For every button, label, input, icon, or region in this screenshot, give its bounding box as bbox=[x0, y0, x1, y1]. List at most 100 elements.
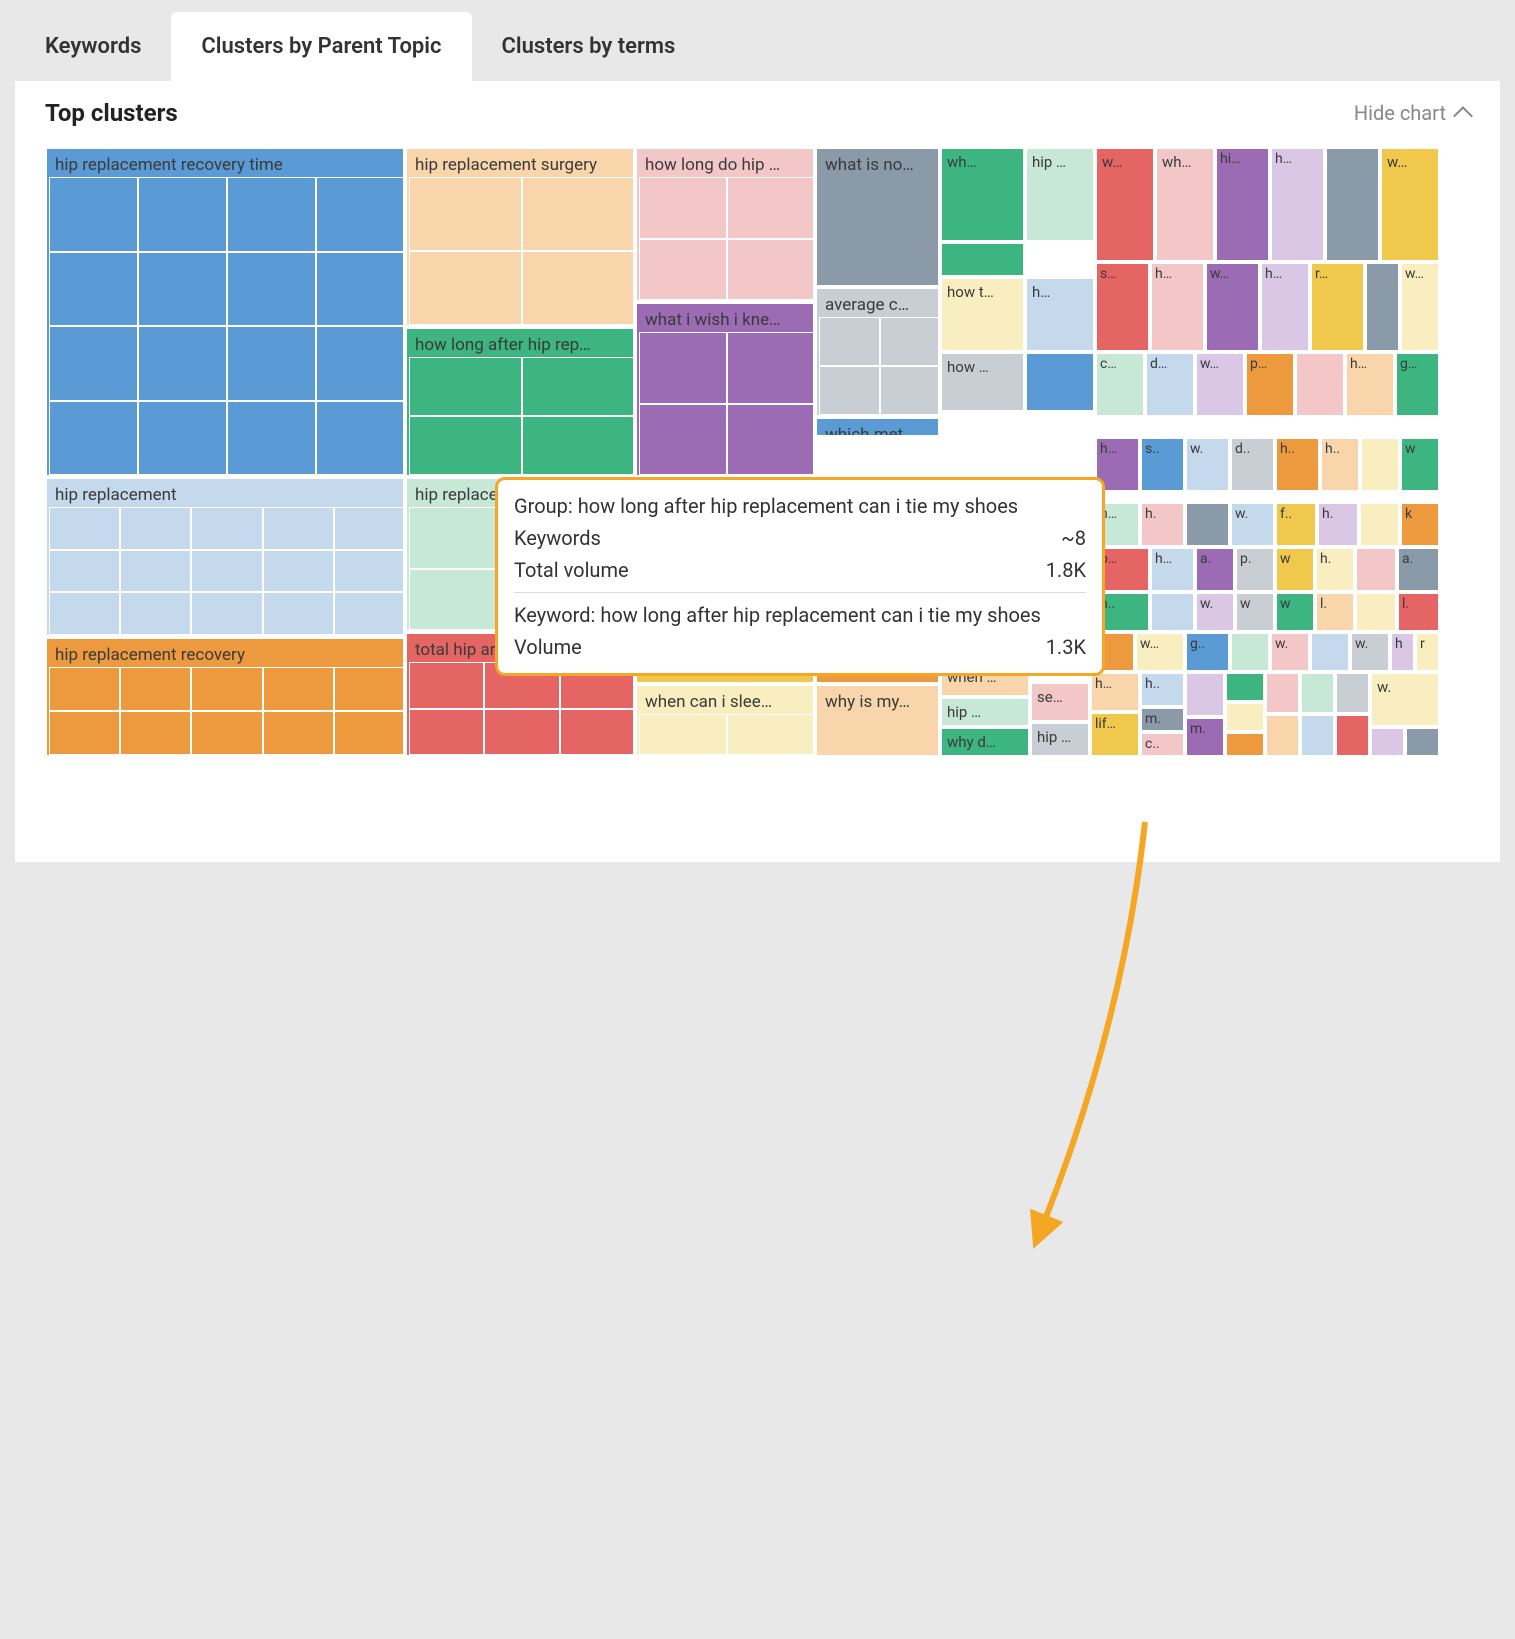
treemap-subcell[interactable] bbox=[263, 667, 334, 711]
treemap-cell[interactable] bbox=[1355, 547, 1397, 592]
treemap-cell[interactable]: how long after hip rep… bbox=[405, 327, 635, 477]
treemap-cell[interactable]: w… bbox=[1205, 262, 1260, 352]
treemap-cell[interactable]: w… bbox=[1135, 632, 1185, 672]
treemap-cell[interactable]: w… bbox=[1400, 262, 1440, 352]
treemap-cell[interactable]: f.. bbox=[1275, 502, 1317, 547]
treemap-subcell[interactable] bbox=[263, 711, 334, 755]
treemap-subcell[interactable] bbox=[409, 416, 522, 475]
treemap-cell[interactable] bbox=[940, 242, 1025, 277]
treemap-cell[interactable]: hip replacement surgery bbox=[405, 147, 635, 327]
treemap-cell[interactable]: h… bbox=[1090, 672, 1140, 712]
treemap-cell[interactable]: c.. bbox=[1140, 732, 1185, 757]
treemap-cell[interactable]: w. bbox=[1195, 592, 1235, 632]
treemap-cell[interactable] bbox=[1300, 714, 1335, 757]
treemap-cell[interactable] bbox=[1405, 727, 1440, 757]
treemap-cell[interactable] bbox=[1230, 632, 1270, 672]
treemap-cell[interactable]: w bbox=[1275, 547, 1315, 592]
treemap-subcell[interactable] bbox=[191, 711, 262, 755]
treemap-cell[interactable]: h bbox=[1390, 632, 1415, 672]
treemap-subcell[interactable] bbox=[120, 667, 191, 711]
treemap-cell[interactable]: h… bbox=[1345, 352, 1395, 417]
treemap-subcell[interactable] bbox=[727, 714, 815, 755]
treemap-cell[interactable]: p… bbox=[1245, 352, 1295, 417]
treemap-subcell[interactable] bbox=[191, 507, 262, 550]
treemap-cell[interactable]: p. bbox=[1235, 547, 1275, 592]
treemap-cell[interactable]: average c… bbox=[815, 287, 940, 417]
treemap-subcell[interactable] bbox=[484, 709, 559, 756]
treemap-cell[interactable]: hip replacement bbox=[45, 477, 405, 637]
treemap-cell[interactable] bbox=[1370, 727, 1405, 757]
treemap-cell[interactable]: se… bbox=[1030, 682, 1090, 722]
treemap-cell[interactable]: h… bbox=[1270, 147, 1325, 262]
treemap-subcell[interactable] bbox=[727, 404, 815, 476]
treemap-cell[interactable]: h. bbox=[1315, 547, 1355, 592]
treemap-cell[interactable]: what i wish i kne… bbox=[635, 302, 815, 477]
treemap-cell[interactable]: m. bbox=[1185, 717, 1225, 757]
treemap-cell[interactable]: w. bbox=[1370, 672, 1440, 727]
treemap-subcell[interactable] bbox=[334, 550, 405, 593]
treemap-subcell[interactable] bbox=[316, 401, 405, 476]
treemap-cell[interactable] bbox=[1025, 352, 1095, 412]
treemap-cell[interactable]: hip replacement recovery time bbox=[45, 147, 405, 477]
treemap-cell[interactable] bbox=[1225, 702, 1265, 732]
treemap-subcell[interactable] bbox=[522, 416, 635, 475]
treemap-cell[interactable]: s… bbox=[1095, 262, 1150, 352]
treemap-subcell[interactable] bbox=[120, 711, 191, 755]
treemap-cell[interactable]: h… bbox=[1150, 547, 1195, 592]
treemap-subcell[interactable] bbox=[49, 252, 138, 327]
treemap-subcell[interactable] bbox=[191, 550, 262, 593]
treemap-cell[interactable]: wh… bbox=[1155, 147, 1215, 262]
treemap-cell[interactable] bbox=[1360, 437, 1400, 492]
treemap-cell[interactable]: c… bbox=[1095, 352, 1145, 417]
treemap-cell[interactable] bbox=[1335, 714, 1370, 757]
treemap-subcell[interactable] bbox=[227, 401, 316, 476]
treemap-subcell[interactable] bbox=[316, 177, 405, 252]
treemap-cell[interactable]: r bbox=[1415, 632, 1440, 672]
treemap-subcell[interactable] bbox=[334, 592, 405, 635]
treemap-cell[interactable] bbox=[1310, 632, 1350, 672]
treemap-subcell[interactable] bbox=[49, 177, 138, 252]
treemap-subcell[interactable] bbox=[316, 326, 405, 401]
treemap-subcell[interactable] bbox=[560, 709, 635, 756]
treemap-subcell[interactable] bbox=[49, 550, 120, 593]
treemap-cell[interactable]: m. bbox=[1140, 707, 1185, 732]
treemap-subcell[interactable] bbox=[727, 177, 815, 239]
treemap-subcell[interactable] bbox=[138, 252, 227, 327]
treemap-subcell[interactable] bbox=[49, 507, 120, 550]
tab-keywords[interactable]: Keywords bbox=[15, 12, 171, 81]
treemap-subcell[interactable] bbox=[120, 507, 191, 550]
treemap-cell[interactable] bbox=[1300, 672, 1335, 714]
treemap-subcell[interactable] bbox=[639, 714, 727, 755]
treemap-cell[interactable]: what is no… bbox=[815, 147, 940, 287]
treemap-cell[interactable] bbox=[1265, 714, 1300, 757]
treemap-cell[interactable] bbox=[1225, 672, 1265, 702]
treemap-cell[interactable]: which met bbox=[815, 417, 940, 437]
treemap-cell[interactable]: w. bbox=[1270, 632, 1310, 672]
treemap-cell[interactable]: h.. bbox=[1320, 437, 1360, 492]
treemap-cell[interactable]: how … bbox=[940, 352, 1025, 412]
treemap-subcell[interactable] bbox=[409, 357, 522, 416]
tab-clusters-terms[interactable]: Clusters by terms bbox=[472, 12, 706, 81]
treemap-cell[interactable]: w bbox=[1235, 592, 1275, 632]
treemap-subcell[interactable] bbox=[227, 326, 316, 401]
treemap-subcell[interactable] bbox=[138, 326, 227, 401]
treemap-cell[interactable]: h… bbox=[1150, 262, 1205, 352]
treemap-subcell[interactable] bbox=[120, 550, 191, 593]
treemap-cell[interactable]: h. bbox=[1317, 502, 1359, 547]
treemap-cell[interactable] bbox=[1295, 352, 1345, 417]
treemap-cell[interactable]: d.. bbox=[1230, 437, 1275, 492]
treemap-cell[interactable]: h. bbox=[1140, 502, 1185, 547]
treemap-subcell[interactable] bbox=[409, 662, 484, 709]
treemap-cell[interactable] bbox=[1185, 502, 1230, 547]
treemap-cell[interactable]: how t… bbox=[940, 277, 1025, 352]
treemap-cell[interactable]: k bbox=[1400, 502, 1440, 547]
treemap-subcell[interactable] bbox=[522, 177, 635, 251]
treemap-cell[interactable] bbox=[1150, 592, 1195, 632]
treemap-cell[interactable]: why d… bbox=[940, 727, 1030, 757]
treemap-cell[interactable]: w. bbox=[1185, 437, 1230, 492]
treemap-cell[interactable]: wh… bbox=[940, 147, 1025, 242]
treemap-cell[interactable]: r… bbox=[1310, 262, 1365, 352]
treemap-subcell[interactable] bbox=[880, 317, 941, 366]
treemap-subcell[interactable] bbox=[263, 507, 334, 550]
treemap-subcell[interactable] bbox=[409, 251, 522, 325]
